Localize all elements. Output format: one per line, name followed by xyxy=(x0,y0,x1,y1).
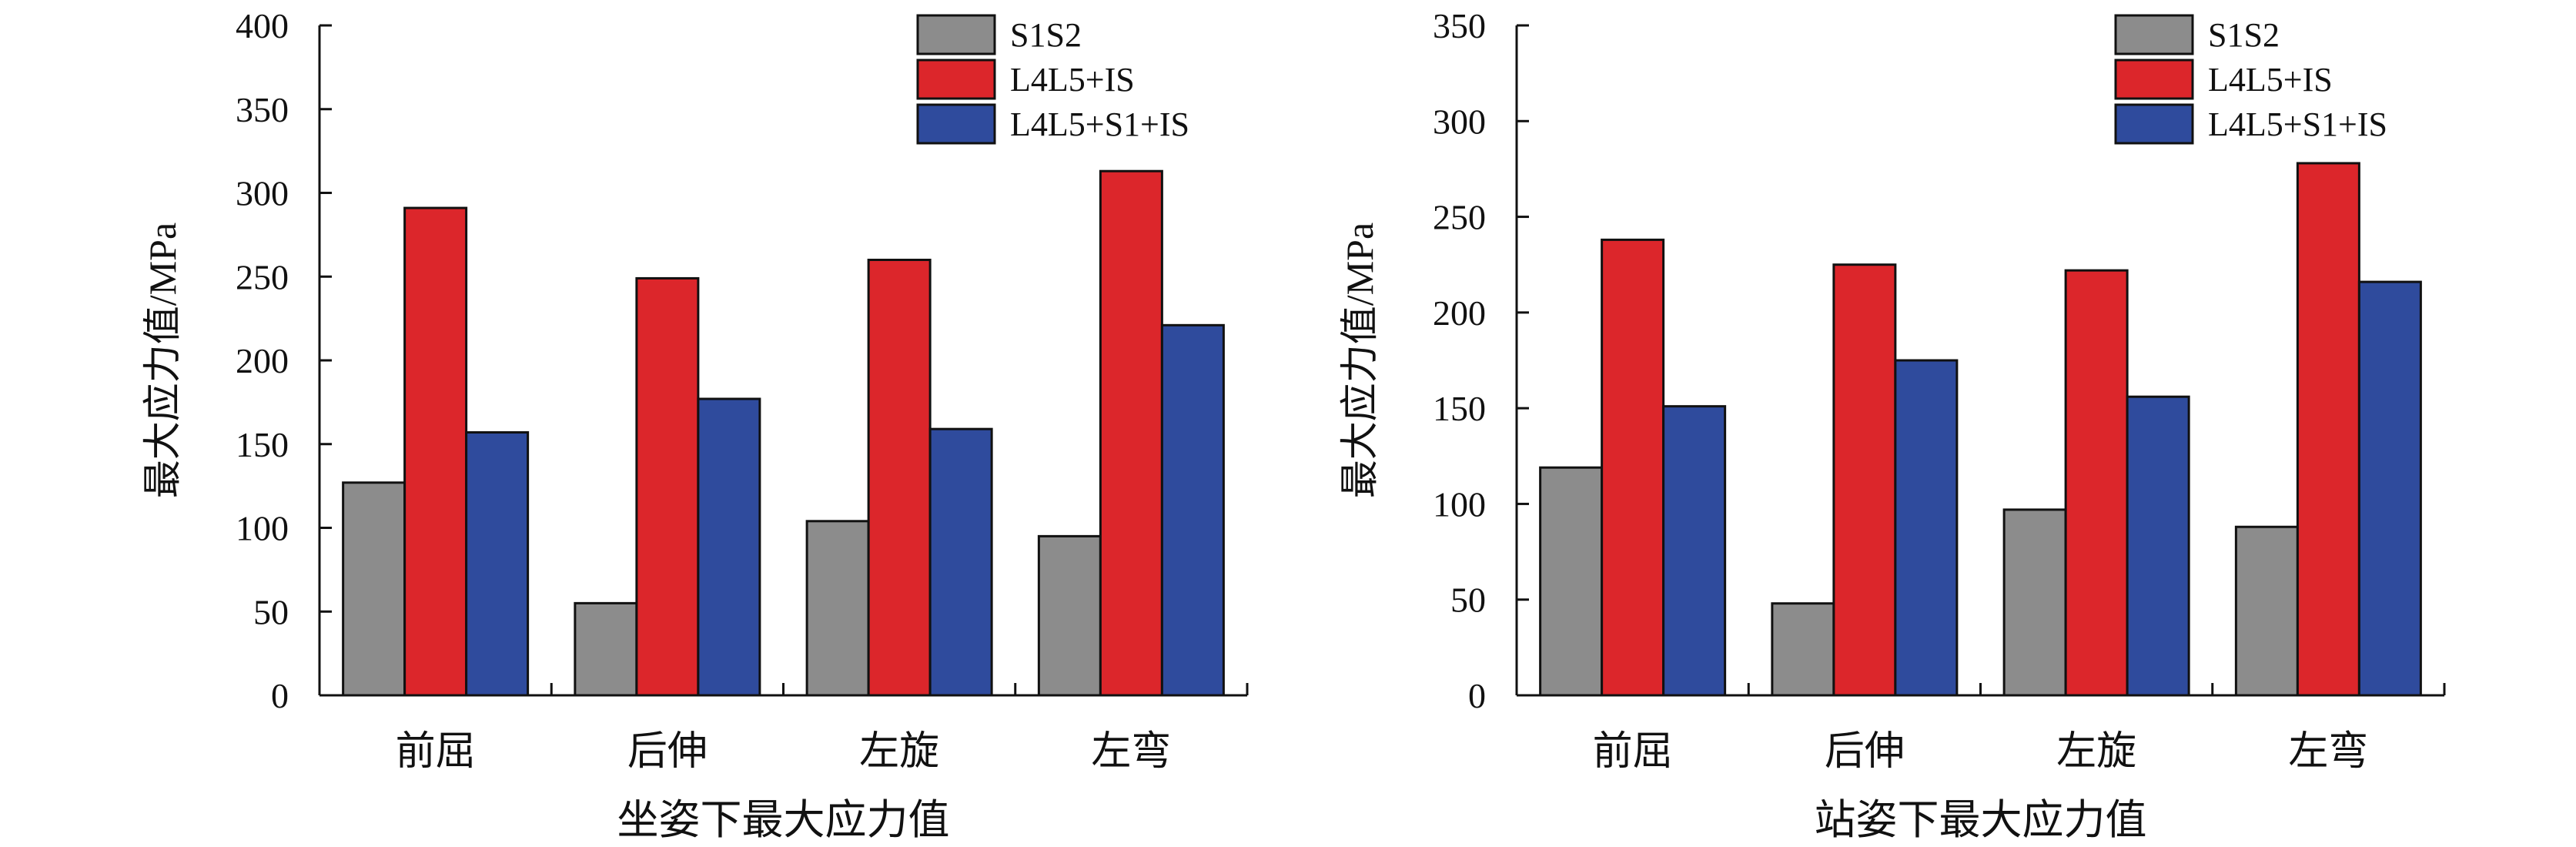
y-tick-label: 200 xyxy=(236,341,289,380)
y-tick-label: 50 xyxy=(1450,581,1486,620)
x-category-label: 后伸 xyxy=(1825,730,1905,774)
x-category-label: 左旋 xyxy=(2056,730,2136,774)
y-tick-label: 150 xyxy=(236,425,289,464)
y-tick-label: 250 xyxy=(1433,198,1486,237)
bar-s1s2 xyxy=(1037,534,1102,697)
legend-label: L4L5+S1+IS xyxy=(1010,105,1189,143)
bar-l4l5-s1-is xyxy=(1894,359,1959,697)
bar-l4l5-s1-is xyxy=(928,427,993,697)
bar-s1s2 xyxy=(1771,602,1835,697)
x-axis-title: 坐姿下最大应力值 xyxy=(617,797,950,843)
legend-label: L4L5+IS xyxy=(1010,61,1135,99)
y-axis-title: 最大应力值/MPa xyxy=(1338,223,1381,498)
y-tick-label: 300 xyxy=(236,174,289,213)
y-tick-label: 350 xyxy=(1433,6,1486,45)
y-tick-label: 150 xyxy=(1433,389,1486,428)
bar-l4l5-s1-is xyxy=(1662,405,1727,697)
bar-l4l5-is xyxy=(867,259,932,697)
x-category-label: 左弯 xyxy=(2288,729,2368,774)
bar-l4l5-s1-is xyxy=(1160,323,1225,697)
x-category-label: 左旋 xyxy=(859,730,939,774)
y-tick-label: 0 xyxy=(271,676,289,715)
bar-l4l5-is xyxy=(1832,263,1897,697)
bar-l4l5-is xyxy=(1099,169,1163,697)
y-tick-label: 200 xyxy=(1433,293,1486,333)
legend-swatch xyxy=(2114,103,2194,145)
bar-l4l5-is xyxy=(635,276,700,697)
legend-label: S1S2 xyxy=(2208,16,2280,54)
y-tick-label: 250 xyxy=(236,257,289,296)
bar-s1s2 xyxy=(1539,466,1604,697)
bar-l4l5-s1-is xyxy=(697,397,761,697)
bar-l4l5-is xyxy=(2296,162,2360,697)
legend-swatch xyxy=(916,59,996,100)
bar-l4l5-is xyxy=(2064,269,2129,697)
x-axis-title: 站姿下最大应力值 xyxy=(1815,797,2147,843)
chart-sitting: 0 50 100 150 200 250 300 350 400 前屈 后伸 左旋 左弯坐姿下最大应力值… xyxy=(141,6,1249,843)
bar-l4l5-is xyxy=(1601,238,1665,697)
y-tick-label: 400 xyxy=(236,6,289,45)
bar-s1s2 xyxy=(805,520,870,697)
bar-l4l5-is xyxy=(403,206,468,697)
legend-swatch xyxy=(916,103,996,145)
x-category-label: 前屈 xyxy=(1593,730,1673,774)
bar-l4l5-s1-is xyxy=(465,431,530,697)
x-category-label: 左弯 xyxy=(1091,729,1171,774)
legend-swatch xyxy=(2114,59,2194,100)
legend-swatch xyxy=(2114,14,2194,55)
legend-label: S1S2 xyxy=(1010,16,1082,54)
bar-s1s2 xyxy=(2234,525,2299,697)
x-category-label: 前屈 xyxy=(396,730,476,774)
bar-s1s2 xyxy=(574,601,638,697)
y-tick-label: 350 xyxy=(236,90,289,129)
bar-l4l5-s1-is xyxy=(2357,280,2422,697)
bar-l4l5-s1-is xyxy=(2126,395,2190,697)
y-tick-label: 50 xyxy=(253,592,289,631)
legend-label: L4L5+IS xyxy=(2208,61,2333,99)
y-tick-label: 300 xyxy=(1433,102,1486,141)
bar-s1s2 xyxy=(342,481,406,697)
legend-label: L4L5+S1+IS xyxy=(2208,105,2387,143)
legend-swatch xyxy=(916,14,996,55)
x-category-label: 后伸 xyxy=(627,730,708,774)
bar-s1s2 xyxy=(2002,508,2067,697)
y-tick-label: 100 xyxy=(1433,484,1486,524)
y-axis-title: 最大应力值/MPa xyxy=(141,223,184,498)
y-tick-label: 100 xyxy=(236,509,289,548)
y-tick-label: 0 xyxy=(1468,676,1486,715)
